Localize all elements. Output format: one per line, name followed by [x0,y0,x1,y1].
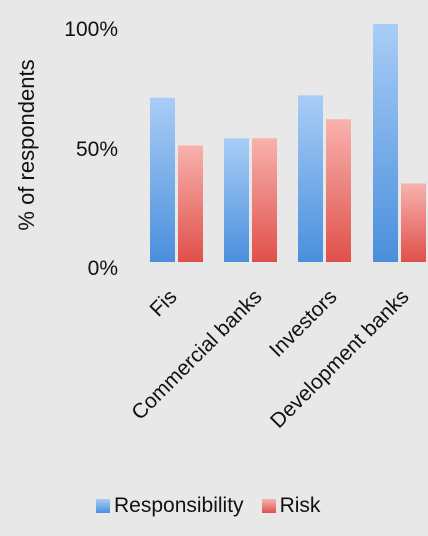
legend: Responsibility Risk [96,494,320,518]
y-tick-0: 0% [88,257,118,280]
bar-risk-1 [252,138,277,262]
bar-responsibility-3 [373,24,398,262]
bar-responsibility-0 [150,97,175,262]
category-label-3: Development banks [266,285,414,433]
legend-item-risk: Risk [261,494,321,518]
y-tick-100: 100% [64,18,118,41]
category-label-2: Investors [265,285,342,362]
legend-label-risk: Risk [279,494,321,517]
bar-risk-3 [401,183,426,262]
category-label-0: Fis [145,285,181,321]
bar-risk-0 [178,145,203,262]
legend-item-responsibility: Responsibility [96,494,244,518]
bars-group [150,24,426,263]
bar-responsibility-2 [298,95,323,263]
bar-responsibility-1 [224,138,249,262]
legend-label-responsibility: Responsibility [114,494,244,517]
legend-swatch-risk [261,499,276,513]
legend-swatch-responsibility [96,499,110,513]
y-axis-label: % of respondents [14,59,39,230]
bar-risk-2 [326,119,351,262]
y-tick-50: 50% [76,138,118,161]
